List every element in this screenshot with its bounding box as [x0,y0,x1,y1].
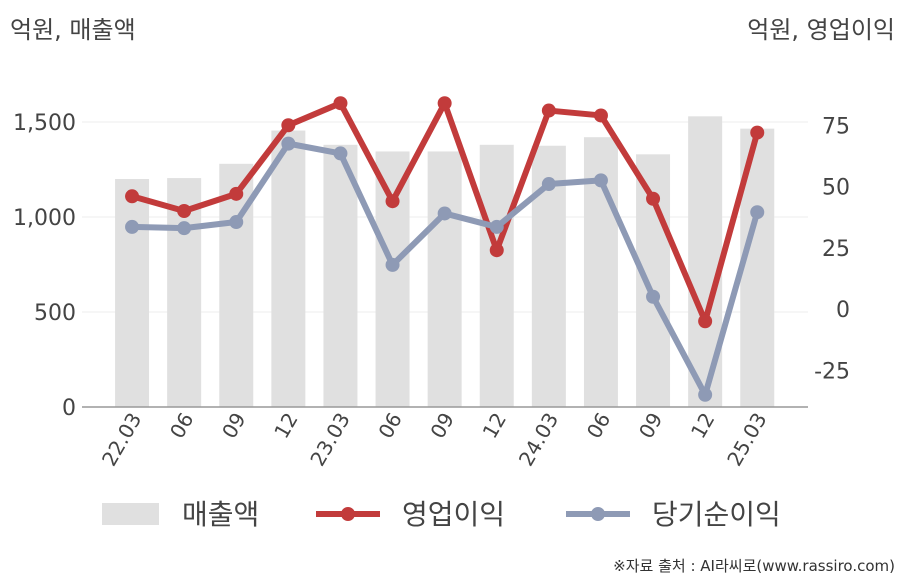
bar-series [115,116,775,408]
data-point [541,103,556,118]
x-tick-label: 12 [686,409,720,443]
data-point [333,146,348,161]
x-tick-label: 12 [269,409,303,443]
data-point [489,243,504,258]
data-point [489,219,504,234]
data-point [750,125,765,140]
right-tick-label: -25 [814,359,850,384]
data-point [281,136,296,151]
data-point [698,387,713,402]
data-point [229,215,244,230]
left-axis-label: 억원, 매출액 [10,16,136,44]
x-tick-label: 09 [217,409,251,443]
data-point [281,118,296,133]
data-point [229,186,244,201]
data-point [125,189,140,204]
bar [375,151,410,407]
data-point [698,314,713,329]
data-point [750,205,765,220]
data-point [177,204,192,218]
left-tick-label: 1,500 [13,111,76,136]
line-series [125,96,765,402]
right-axis-label: 억원, 영업이익 [747,16,895,44]
bar [323,144,358,408]
x-tick-label: 23.03 [305,409,354,471]
source-note: ※자료 출처 : AI라씨로(www.rassiro.com) [613,557,895,575]
bar [479,144,514,408]
legend: 매출액 영업이익 당기순이익 [102,498,781,531]
x-axis-ticks: 22.03 06 09 12 23.03 06 09 12 24.03 06 09 12 25.03 [97,409,772,471]
legend-swatch [102,503,159,525]
legend-label: 영업이익 [402,498,505,531]
data-point [541,177,556,192]
data-point [593,173,608,188]
data-point [593,108,608,123]
x-tick-label: 06 [165,409,199,443]
left-tick-label: 0 [62,396,76,421]
legend-label: 당기순이익 [652,498,781,531]
right-tick-label: 25 [822,237,850,262]
data-point [646,289,661,304]
data-point [333,96,348,111]
x-tick-label: 06 [373,409,407,443]
right-tick-label: 50 [822,176,850,201]
legend-marker [591,507,605,521]
left-axis-ticks: 0 500 1,000 1,500 [13,111,76,421]
x-tick-label: 24.03 [514,409,563,471]
bar [427,151,462,407]
x-tick-label: 22.03 [97,409,146,471]
left-tick-label: 500 [34,301,76,326]
bar [115,179,150,407]
x-tick-label: 06 [582,409,616,443]
x-tick-label: 09 [634,409,668,443]
bar [271,130,306,408]
legend-label: 매출액 [182,498,259,531]
data-point [125,219,140,234]
data-point [437,206,452,221]
legend-marker [341,507,355,521]
right-tick-label: 0 [836,298,850,323]
data-point [177,221,192,236]
x-tick-label: 12 [478,409,512,443]
left-tick-label: 1,000 [13,206,76,231]
right-axis-ticks: -25 0 25 50 75 [814,114,850,384]
data-point [385,257,400,272]
data-point [385,194,400,209]
x-tick-label: 09 [425,409,459,443]
data-point [646,191,661,206]
data-point [437,96,452,111]
right-tick-label: 75 [822,114,850,139]
x-tick-label: 25.03 [722,409,771,471]
